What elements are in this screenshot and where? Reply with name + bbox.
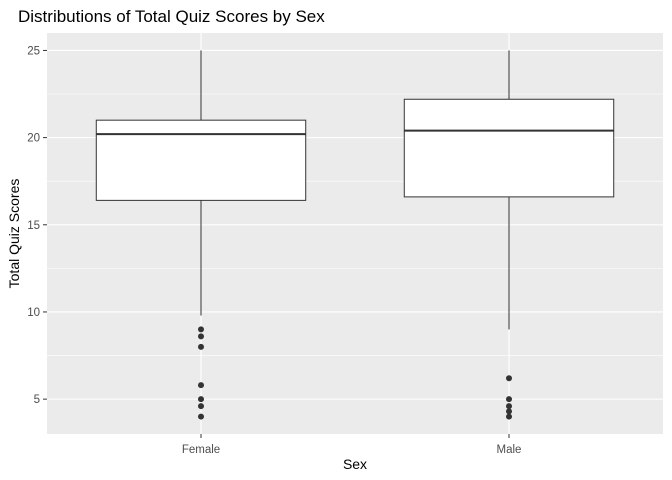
y-tick-label: 10 [27, 307, 40, 319]
x-axis-ticks: Female Male [182, 434, 522, 456]
outlier-point [506, 413, 512, 420]
outlier-point [198, 413, 204, 420]
outlier-point [198, 396, 204, 403]
box-female [95, 50, 307, 420]
box-iqr [95, 119, 307, 201]
y-tick-label: 15 [27, 220, 40, 232]
y-axis-title: Total Quiz Scores [6, 179, 22, 289]
outlier-point [506, 408, 512, 415]
outlier-point [198, 326, 204, 333]
outlier-point [198, 343, 204, 350]
x-axis-title: Sex [343, 456, 367, 472]
outlier-point [198, 403, 204, 410]
outlier-point [506, 375, 512, 382]
x-tick-label: Female [182, 444, 220, 456]
outlier-point [506, 396, 512, 403]
outlier-point [506, 403, 512, 410]
box-iqr [403, 98, 615, 198]
outlier-point [198, 333, 204, 340]
y-axis-ticks: 5 10 15 20 25 [27, 45, 47, 406]
box-series [95, 50, 615, 420]
box-male [403, 50, 615, 420]
y-tick-label: 20 [27, 133, 40, 145]
y-tick-label: 5 [34, 394, 40, 406]
chart-title: Distributions of Total Quiz Scores by Se… [18, 7, 325, 26]
plot-panel [47, 33, 663, 434]
outlier-point [198, 382, 204, 389]
x-tick-label: Male [497, 444, 522, 456]
y-tick-label: 25 [27, 45, 40, 57]
